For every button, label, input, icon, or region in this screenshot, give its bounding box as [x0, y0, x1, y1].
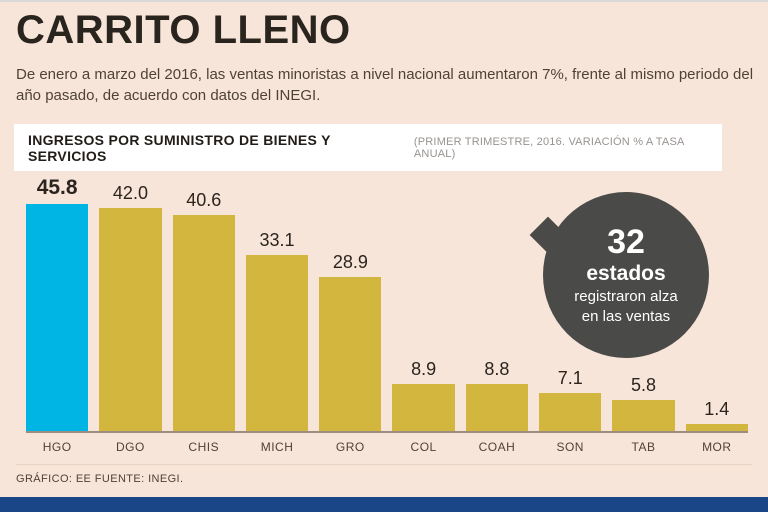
x-axis-labels: HGO DGO CHIS MICH GRO COL COAH SON TAB MOR	[26, 440, 748, 454]
bar	[172, 215, 235, 431]
bar-value-label: 42.0	[112, 183, 148, 203]
bar-group: 42.0	[99, 176, 162, 431]
bar	[685, 424, 748, 431]
badge-text-line2: en las ventas	[581, 307, 671, 325]
bar-value-label: 1.4	[704, 399, 730, 419]
x-axis-label: CHIS	[188, 440, 220, 454]
bar	[612, 400, 675, 431]
bar-value-label: 5.8	[631, 375, 657, 395]
bar-chart: 45.8 42.0 40.6 33.1 28.9 8.9 8.8 7.1 5.8 1.4	[26, 176, 748, 433]
page-subtitle: De enero a marzo del 2016, las ventas mi…	[16, 66, 754, 104]
bar-group: 28.9	[319, 176, 382, 431]
bar	[465, 384, 529, 431]
x-axis-label: MOR	[702, 440, 732, 454]
x-axis-label: GRO	[335, 440, 365, 454]
bar	[245, 255, 309, 431]
badge-label: estados	[586, 262, 666, 286]
bar-value-label: 33.1	[259, 230, 295, 250]
bar-group: 7.1	[539, 176, 602, 431]
bar	[26, 204, 89, 431]
callout-badge: 32 estados registraron alza en las venta…	[543, 192, 709, 358]
chart-title: INGRESOS POR SUMINISTRO DE BIENES Y SERV…	[28, 131, 331, 164]
bar-group: 1.4	[685, 176, 748, 431]
bar-value-label: 8.9	[411, 359, 437, 379]
x-axis-label: COL	[410, 440, 437, 454]
x-axis-label: DGO	[116, 440, 145, 454]
bar	[99, 208, 162, 431]
bar-group: 8.9	[392, 176, 455, 431]
bottom-strip	[0, 497, 768, 512]
badge-number: 32	[607, 222, 645, 261]
divider-rule	[16, 464, 752, 465]
x-axis-label: SON	[556, 440, 584, 454]
x-axis-label: COAH	[478, 440, 516, 454]
page-title: CARRITO LLENO	[16, 8, 351, 52]
bar-group: 33.1	[245, 176, 309, 431]
bar-group: 40.6	[172, 176, 235, 431]
bar-group: 8.8	[465, 176, 529, 431]
badge-text-line1: registraron alza	[574, 288, 678, 306]
bar	[392, 384, 455, 431]
bar	[539, 393, 602, 431]
top-rule	[0, 0, 768, 2]
bar-value-label: 28.9	[332, 252, 368, 272]
bar-value-label: 45.8	[36, 176, 78, 199]
bar	[319, 277, 382, 431]
x-axis-label: MICH	[260, 440, 294, 454]
source-credit: GRÁFICO: EE FUENTE: INEGI.	[16, 473, 184, 485]
bar-value-label: 8.8	[484, 359, 510, 379]
chart-title-note: (PRIMER TRIMESTRE, 2016. VARIACIÓN % A T…	[413, 135, 684, 160]
chart-header-panel: INGRESOS POR SUMINISTRO DE BIENES Y SERV…	[14, 124, 722, 171]
bar-value-label: 7.1	[557, 368, 583, 388]
bar-group: 45.8	[26, 176, 89, 431]
bar-value-label: 40.6	[186, 190, 222, 210]
bar-group: 5.8	[612, 176, 675, 431]
x-axis-label: HGO	[42, 440, 72, 454]
x-axis-label: TAB	[631, 440, 656, 454]
